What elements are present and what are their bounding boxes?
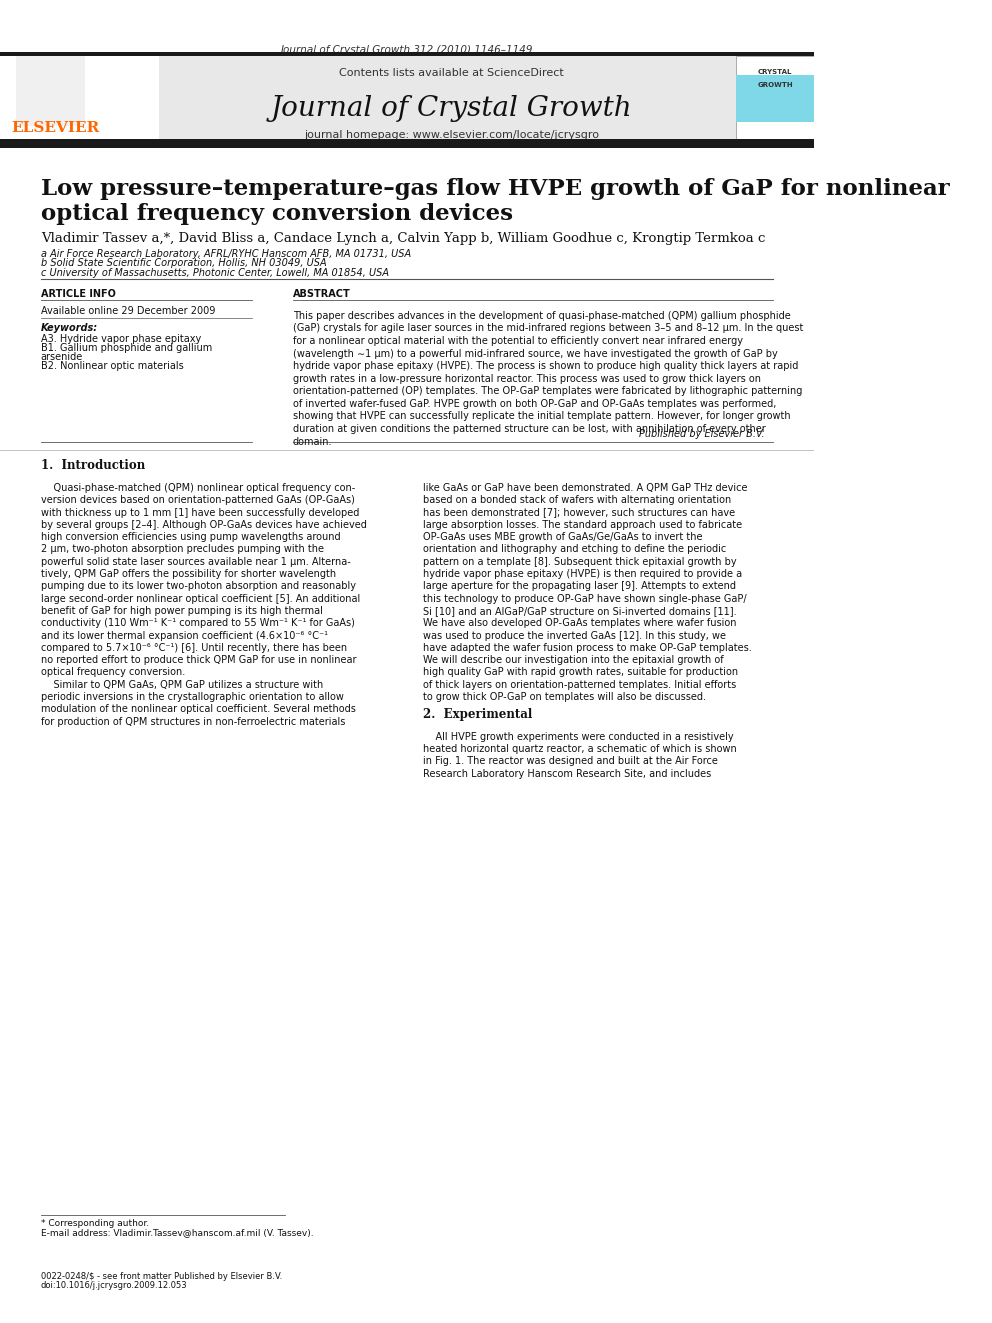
Text: version devices based on orientation-patterned GaAs (OP-GaAs): version devices based on orientation-pat… <box>41 495 354 505</box>
Text: 1.  Introduction: 1. Introduction <box>41 459 145 472</box>
Text: journal homepage: www.elsevier.com/locate/jcrysgro: journal homepage: www.elsevier.com/locat… <box>305 130 599 140</box>
Point <box>35 292 47 308</box>
Text: All HVPE growth experiments were conducted in a resistively: All HVPE growth experiments were conduct… <box>424 732 734 742</box>
Text: 0022-0248/$ - see front matter Published by Elsevier B.V.: 0022-0248/$ - see front matter Published… <box>41 1273 282 1281</box>
Point <box>767 434 779 450</box>
Text: duration at given conditions the patterned structure can be lost, with annihilat: duration at given conditions the pattern… <box>293 423 766 434</box>
Text: orientation-patterned (OP) templates. The OP-GaP templates were fabricated by li: orientation-patterned (OP) templates. Th… <box>293 386 803 397</box>
Text: arsenide: arsenide <box>41 352 83 363</box>
Text: this technology to produce OP-GaP have shown single-phase GaP/: this technology to produce OP-GaP have s… <box>424 594 747 603</box>
Text: This paper describes advances in the development of quasi-phase-matched (QPM) ga: This paper describes advances in the dev… <box>293 311 791 321</box>
FancyBboxPatch shape <box>736 56 813 142</box>
Text: was used to produce the inverted GaAs [12]. In this study, we: was used to produce the inverted GaAs [1… <box>424 631 726 640</box>
Text: large absorption losses. The standard approach used to fabricate: large absorption losses. The standard ap… <box>424 520 742 529</box>
Text: OP-GaAs uses MBE growth of GaAs/Ge/GaAs to invert the: OP-GaAs uses MBE growth of GaAs/Ge/GaAs … <box>424 532 702 542</box>
Text: GROWTH: GROWTH <box>757 82 793 89</box>
Text: high quality GaP with rapid growth rates, suitable for production: high quality GaP with rapid growth rates… <box>424 667 738 677</box>
Text: Available online 29 December 2009: Available online 29 December 2009 <box>41 306 215 316</box>
Point <box>246 434 258 450</box>
Text: of inverted wafer-fused GaP. HVPE growth on both OP-GaP and OP-GaAs templates wa: of inverted wafer-fused GaP. HVPE growth… <box>293 398 777 409</box>
Text: Si [10] and an AlGaP/GaP structure on Si-inverted domains [11].: Si [10] and an AlGaP/GaP structure on Si… <box>424 606 737 617</box>
Point <box>287 434 299 450</box>
Text: based on a bonded stack of wafers with alternating orientation: based on a bonded stack of wafers with a… <box>424 495 731 505</box>
Point <box>246 292 258 308</box>
Text: large second-order nonlinear optical coefficient [5]. An additional: large second-order nonlinear optical coe… <box>41 594 360 603</box>
Text: compared to 5.7×10⁻⁶ °C⁻¹) [6]. Until recently, there has been: compared to 5.7×10⁻⁶ °C⁻¹) [6]. Until re… <box>41 643 347 652</box>
Text: optical frequency conversion.: optical frequency conversion. <box>41 667 185 677</box>
Text: like GaAs or GaP have been demonstrated. A QPM GaP THz device: like GaAs or GaP have been demonstrated.… <box>424 483 748 493</box>
Text: Keywords:: Keywords: <box>41 323 98 333</box>
Text: has been demonstrated [7]; however, such structures can have: has been demonstrated [7]; however, such… <box>424 508 735 517</box>
Text: for a nonlinear optical material with the potential to efficiently convert near : for a nonlinear optical material with th… <box>293 336 743 347</box>
Text: b Solid State Scientific Corporation, Hollis, NH 03049, USA: b Solid State Scientific Corporation, Ho… <box>41 258 326 269</box>
Text: Low pressure–temperature–gas flow HVPE growth of GaP for nonlinear: Low pressure–temperature–gas flow HVPE g… <box>41 179 949 200</box>
FancyBboxPatch shape <box>0 52 813 56</box>
Text: benefit of GaP for high power pumping is its high thermal: benefit of GaP for high power pumping is… <box>41 606 322 617</box>
Text: Published by Elsevier B.V.: Published by Elsevier B.V. <box>639 429 765 439</box>
Text: Similar to QPM GaAs, QPM GaP utilizes a structure with: Similar to QPM GaAs, QPM GaP utilizes a … <box>41 680 323 689</box>
Text: We have also developed OP-GaAs templates where wafer fusion: We have also developed OP-GaAs templates… <box>424 618 737 628</box>
Text: E-mail address: Vladimir.Tassev@hanscom.af.mil (V. Tassev).: E-mail address: Vladimir.Tassev@hanscom.… <box>41 1229 313 1237</box>
Text: (wavelength ∼1 μm) to a powerful mid-infrared source, we have investigated the g: (wavelength ∼1 μm) to a powerful mid-inf… <box>293 348 778 359</box>
Point <box>279 1207 291 1222</box>
Point <box>35 310 47 325</box>
Text: large aperture for the propagating laser [9]. Attempts to extend: large aperture for the propagating laser… <box>424 581 736 591</box>
FancyBboxPatch shape <box>736 75 813 122</box>
Text: Vladimir Tassev a,*, David Bliss a, Candace Lynch a, Calvin Yapp b, William Good: Vladimir Tassev a,*, David Bliss a, Cand… <box>41 232 765 245</box>
Text: with thickness up to 1 mm [1] have been successfully developed: with thickness up to 1 mm [1] have been … <box>41 508 359 517</box>
Text: Journal of Crystal Growth 312 (2010) 1146–1149: Journal of Crystal Growth 312 (2010) 114… <box>281 45 533 56</box>
Text: showing that HVPE can successfully replicate the initial template pattern. Howev: showing that HVPE can successfully repli… <box>293 411 791 422</box>
Text: B2. Nonlinear optic materials: B2. Nonlinear optic materials <box>41 361 184 372</box>
Text: have adapted the wafer fusion process to make OP-GaP templates.: have adapted the wafer fusion process to… <box>424 643 752 652</box>
Text: orientation and lithography and etching to define the periodic: orientation and lithography and etching … <box>424 544 726 554</box>
Text: optical frequency conversion devices: optical frequency conversion devices <box>41 204 513 225</box>
Text: conductivity (110 Wm⁻¹ K⁻¹ compared to 55 Wm⁻¹ K⁻¹ for GaAs): conductivity (110 Wm⁻¹ K⁻¹ compared to 5… <box>41 618 354 628</box>
Text: CRYSTAL: CRYSTAL <box>758 69 793 75</box>
Text: periodic inversions in the crystallographic orientation to allow: periodic inversions in the crystallograp… <box>41 692 343 703</box>
Text: for production of QPM structures in non-ferroelectric materials: for production of QPM structures in non-… <box>41 717 345 726</box>
Point <box>35 434 47 450</box>
Text: ABSTRACT: ABSTRACT <box>293 288 351 299</box>
Text: ARTICLE INFO: ARTICLE INFO <box>41 288 115 299</box>
Point <box>767 292 779 308</box>
FancyBboxPatch shape <box>0 139 813 148</box>
Text: powerful solid state laser sources available near 1 μm. Alterna-: powerful solid state laser sources avail… <box>41 557 350 566</box>
FancyBboxPatch shape <box>16 53 85 126</box>
Point <box>246 310 258 325</box>
Text: Journal of Crystal Growth: Journal of Crystal Growth <box>271 95 633 122</box>
Text: pumping due to its lower two-photon absorption and reasonably: pumping due to its lower two-photon abso… <box>41 581 356 591</box>
Text: Quasi-phase-matched (QPM) nonlinear optical frequency con-: Quasi-phase-matched (QPM) nonlinear opti… <box>41 483 355 493</box>
FancyBboxPatch shape <box>159 56 736 142</box>
Text: to grow thick OP-GaP on templates will also be discussed.: to grow thick OP-GaP on templates will a… <box>424 692 706 703</box>
Text: tively, QPM GaP offers the possibility for shorter wavelength: tively, QPM GaP offers the possibility f… <box>41 569 336 579</box>
Text: * Corresponding author.: * Corresponding author. <box>41 1220 149 1228</box>
Text: We will describe our investigation into the epitaxial growth of: We will describe our investigation into … <box>424 655 724 665</box>
Text: modulation of the nonlinear optical coefficient. Several methods: modulation of the nonlinear optical coef… <box>41 704 355 714</box>
Text: A3. Hydride vapor phase epitaxy: A3. Hydride vapor phase epitaxy <box>41 333 201 344</box>
Text: domain.: domain. <box>293 437 332 447</box>
Text: doi:10.1016/j.jcrysgro.2009.12.053: doi:10.1016/j.jcrysgro.2009.12.053 <box>41 1282 187 1290</box>
Text: ELSEVIER: ELSEVIER <box>11 122 99 135</box>
Text: by several groups [2–4]. Although OP-GaAs devices have achieved: by several groups [2–4]. Although OP-GaA… <box>41 520 367 529</box>
Text: a Air Force Research Laboratory, AFRL/RYHC Hanscom AFB, MA 01731, USA: a Air Force Research Laboratory, AFRL/RY… <box>41 249 411 259</box>
Text: B1. Gallium phosphide and gallium: B1. Gallium phosphide and gallium <box>41 343 212 353</box>
Text: no reported effort to produce thick QPM GaP for use in nonlinear: no reported effort to produce thick QPM … <box>41 655 356 665</box>
Text: hydride vapor phase epitaxy (HVPE) is then required to provide a: hydride vapor phase epitaxy (HVPE) is th… <box>424 569 742 579</box>
Text: heated horizontal quartz reactor, a schematic of which is shown: heated horizontal quartz reactor, a sche… <box>424 744 737 754</box>
Text: 2.  Experimental: 2. Experimental <box>424 708 533 721</box>
Text: high conversion efficiencies using pump wavelengths around: high conversion efficiencies using pump … <box>41 532 340 542</box>
Text: and its lower thermal expansion coefficient (4.6×10⁻⁶ °C⁻¹: and its lower thermal expansion coeffici… <box>41 631 327 640</box>
Text: Research Laboratory Hanscom Research Site, and includes: Research Laboratory Hanscom Research Sit… <box>424 769 711 778</box>
Text: of thick layers on orientation-patterned templates. Initial efforts: of thick layers on orientation-patterned… <box>424 680 736 689</box>
Text: in Fig. 1. The reactor was designed and built at the Air Force: in Fig. 1. The reactor was designed and … <box>424 757 718 766</box>
Text: pattern on a template [8]. Subsequent thick epitaxial growth by: pattern on a template [8]. Subsequent th… <box>424 557 737 566</box>
Text: 2 μm, two-photon absorption precludes pumping with the: 2 μm, two-photon absorption precludes pu… <box>41 544 323 554</box>
Text: Contents lists available at ScienceDirect: Contents lists available at ScienceDirec… <box>339 67 564 78</box>
Text: c University of Massachusetts, Photonic Center, Lowell, MA 01854, USA: c University of Massachusetts, Photonic … <box>41 267 389 278</box>
Point <box>287 292 299 308</box>
Point <box>35 1207 47 1222</box>
Text: growth rates in a low-pressure horizontal reactor. This process was used to grow: growth rates in a low-pressure horizonta… <box>293 373 761 384</box>
Text: (GaP) crystals for agile laser sources in the mid-infrared regions between 3–5 a: (GaP) crystals for agile laser sources i… <box>293 323 804 333</box>
Text: hydride vapor phase epitaxy (HVPE). The process is shown to produce high quality: hydride vapor phase epitaxy (HVPE). The … <box>293 361 799 372</box>
